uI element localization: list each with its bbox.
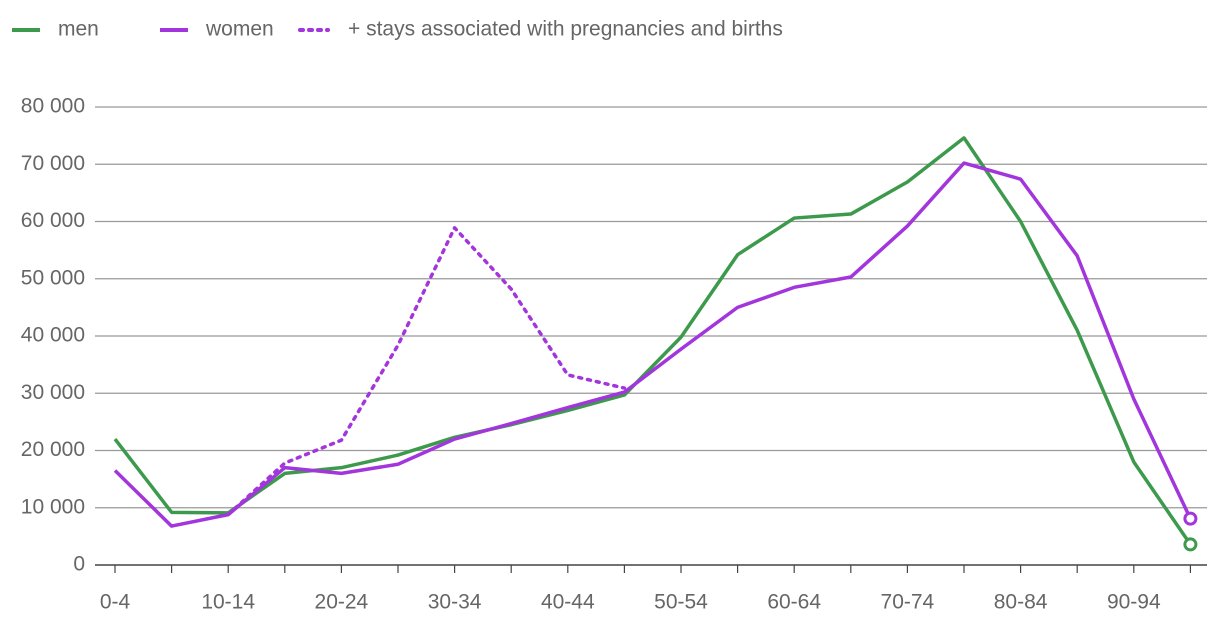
series-line (113, 161, 1192, 528)
legend-label: men (58, 18, 99, 41)
series-line (226, 226, 627, 517)
x-tick-label: 10-14 (201, 591, 255, 614)
x-tick-label: 60-64 (767, 591, 821, 614)
x-tick-label: 70-74 (881, 591, 935, 614)
y-tick-label: 40 000 (21, 324, 85, 347)
y-tick-label: 10 000 (21, 495, 85, 518)
x-tick-label: 40-44 (541, 591, 595, 614)
x-tick-label: 30-34 (428, 591, 482, 614)
y-tick-label: 80 000 (21, 95, 85, 118)
x-tick-label: 80-84 (994, 591, 1048, 614)
end-marker (1183, 511, 1198, 526)
y-tick-label: 20 000 (21, 438, 85, 461)
y-tick-label: 70 000 (21, 152, 85, 175)
x-tick-label: 0-4 (100, 591, 131, 614)
legend-label: + stays associated with pregnancies and … (348, 18, 783, 41)
y-tick-label: 30 000 (21, 381, 85, 404)
y-tick-label: 60 000 (21, 209, 85, 232)
y-tick-label: 50 000 (21, 266, 85, 289)
series-line (113, 136, 1192, 546)
end-marker (1183, 537, 1198, 552)
x-tick-label: 90-94 (1107, 591, 1161, 614)
y-tick-label: 0 (73, 553, 85, 576)
x-tick-label: 20-24 (315, 591, 369, 614)
legend-label: women (205, 18, 274, 41)
x-tick-label: 50-54 (654, 591, 708, 614)
